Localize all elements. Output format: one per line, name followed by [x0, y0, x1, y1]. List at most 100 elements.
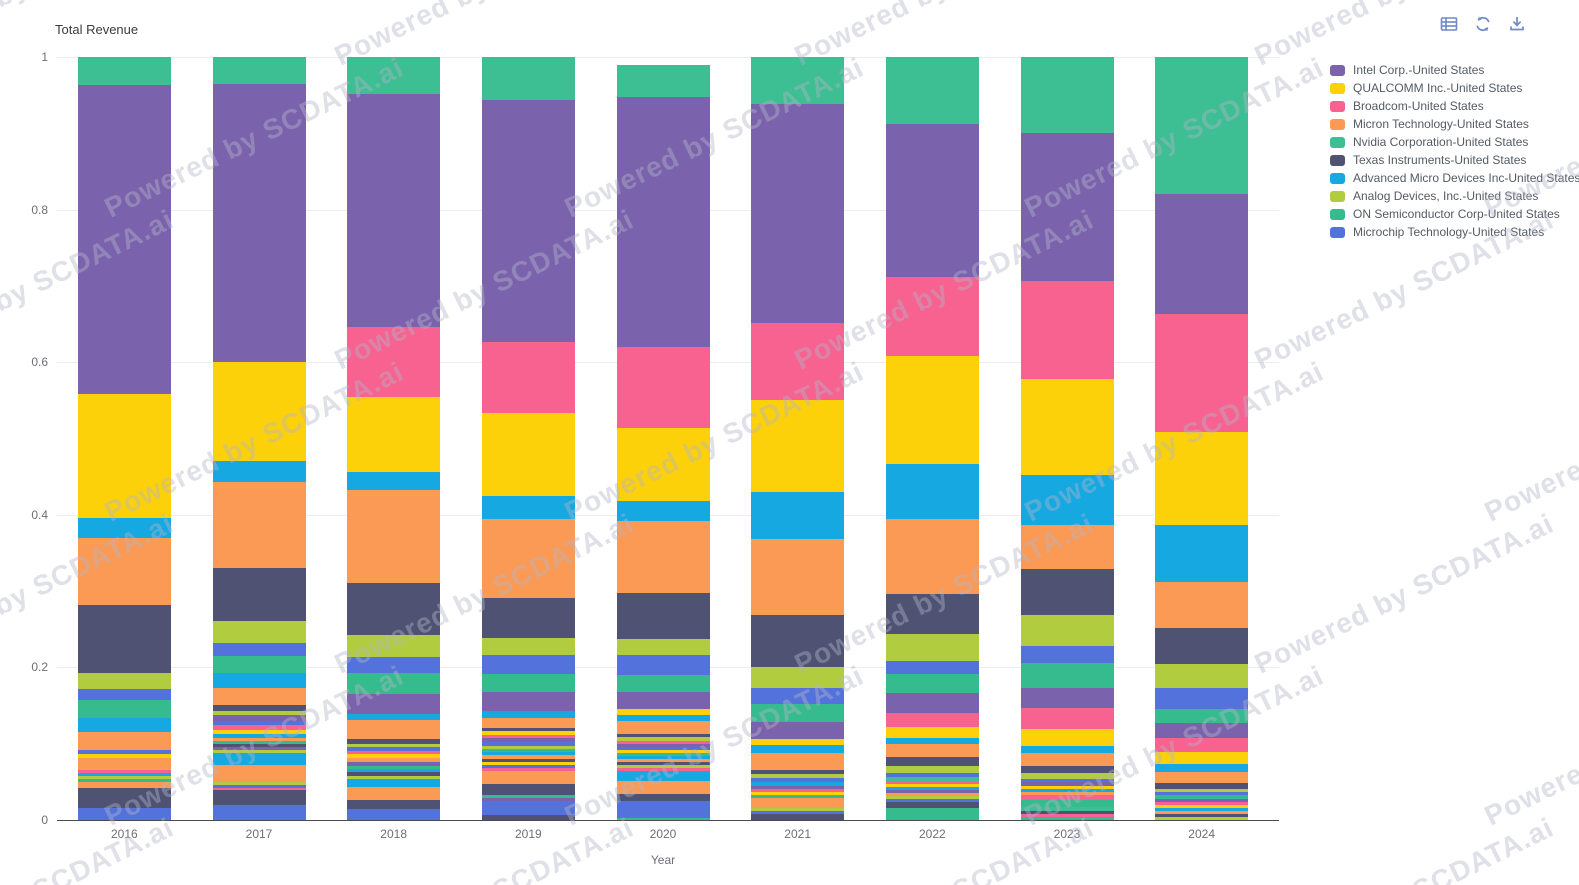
bar-segment[interactable]	[481, 798, 575, 802]
bar-segment[interactable]	[1020, 708, 1114, 730]
bar-segment[interactable]	[885, 743, 979, 758]
legend-item[interactable]: Analog Devices, Inc.-United States	[1330, 187, 1579, 205]
bar-segment[interactable]	[481, 745, 575, 749]
bar-segment[interactable]	[347, 327, 441, 397]
bar-segment[interactable]	[212, 642, 306, 656]
bar-segment[interactable]	[1155, 723, 1249, 738]
bar-segment[interactable]	[347, 769, 441, 773]
bar-segment[interactable]	[1155, 752, 1249, 765]
bar-segment[interactable]	[616, 97, 710, 347]
bar-segment[interactable]	[1155, 807, 1249, 811]
bar-segment[interactable]	[481, 342, 575, 414]
bar-segment[interactable]	[1020, 281, 1114, 379]
bar-segment[interactable]	[1020, 810, 1114, 814]
bar-segment[interactable]	[347, 809, 441, 820]
bar-segment[interactable]	[212, 725, 306, 730]
bar-segment[interactable]	[481, 815, 575, 820]
bar-segment[interactable]	[347, 93, 441, 328]
bar-segment[interactable]	[1020, 782, 1114, 787]
bar-segment[interactable]	[481, 764, 575, 768]
bar-segment[interactable]	[885, 808, 979, 820]
bar-segment[interactable]	[616, 758, 710, 762]
bar-segment[interactable]	[347, 778, 441, 787]
bar-segment[interactable]	[616, 691, 710, 710]
bar-segment[interactable]	[1155, 771, 1249, 783]
bar-segment[interactable]	[77, 394, 171, 518]
bar-segment[interactable]	[616, 743, 710, 747]
bar-segment[interactable]	[751, 491, 845, 540]
bar-segment[interactable]	[77, 688, 171, 701]
bar-segment[interactable]	[347, 751, 441, 755]
bar-segment[interactable]	[347, 758, 441, 762]
bar-segment[interactable]	[347, 775, 441, 779]
bar-segment[interactable]	[77, 717, 171, 733]
bar-segment[interactable]	[481, 754, 575, 759]
legend-item[interactable]: Texas Instruments-United States	[1330, 151, 1579, 169]
bar-segment[interactable]	[751, 807, 845, 811]
bar-segment[interactable]	[212, 481, 306, 569]
bar-segment[interactable]	[751, 798, 845, 808]
bar-segment[interactable]	[212, 752, 306, 765]
bar-segment[interactable]	[751, 792, 845, 796]
legend-item[interactable]: QUALCOMM Inc.-United States	[1330, 79, 1579, 97]
bar-segment[interactable]	[885, 780, 979, 784]
bar-segment[interactable]	[347, 754, 441, 759]
bar-segment[interactable]	[212, 746, 306, 750]
bar-segment[interactable]	[481, 495, 575, 519]
download-icon[interactable]	[1507, 14, 1527, 34]
bar-segment[interactable]	[616, 737, 710, 741]
bar-segment[interactable]	[481, 794, 575, 799]
bar-segment[interactable]	[481, 413, 575, 496]
bar-segment[interactable]	[212, 710, 306, 715]
bar-segment[interactable]	[481, 674, 575, 692]
data-view-table-icon[interactable]	[1439, 14, 1459, 34]
bar-segment[interactable]	[481, 731, 575, 736]
bar-segment[interactable]	[212, 737, 306, 741]
bar-segment[interactable]	[1155, 737, 1249, 753]
bar-segment[interactable]	[751, 721, 845, 740]
bar-segment[interactable]	[1020, 687, 1114, 709]
bar-segment[interactable]	[1020, 614, 1114, 646]
bar-segment[interactable]	[616, 793, 710, 801]
bar-segment[interactable]	[77, 700, 171, 718]
bar-segment[interactable]	[481, 691, 575, 711]
bar-segment[interactable]	[212, 734, 306, 738]
bar-segment[interactable]	[77, 754, 171, 759]
bar-segment[interactable]	[481, 751, 575, 755]
bar-segment[interactable]	[212, 704, 306, 711]
bar-segment[interactable]	[347, 739, 441, 744]
bar-segment[interactable]	[885, 594, 979, 634]
bar-segment[interactable]	[616, 761, 710, 765]
bar-segment[interactable]	[77, 787, 171, 808]
bar-segment[interactable]	[885, 276, 979, 357]
bar-segment[interactable]	[751, 323, 845, 400]
bar-segment[interactable]	[212, 568, 306, 621]
bar-segment[interactable]	[616, 639, 710, 656]
bar-segment[interactable]	[616, 721, 710, 735]
bar-segment[interactable]	[616, 740, 710, 744]
bar-segment[interactable]	[77, 672, 171, 689]
bar-segment[interactable]	[212, 729, 306, 735]
bar-segment[interactable]	[212, 787, 306, 791]
bar-segment[interactable]	[616, 655, 710, 675]
bar-segment[interactable]	[212, 362, 306, 461]
bar-segment[interactable]	[77, 517, 171, 538]
bar-segment[interactable]	[481, 748, 575, 752]
bar-segment[interactable]	[347, 396, 441, 473]
bar-segment[interactable]	[1020, 789, 1114, 793]
bar-segment[interactable]	[212, 655, 306, 674]
bar-segment[interactable]	[885, 757, 979, 767]
bar-segment[interactable]	[77, 772, 171, 776]
bar-segment[interactable]	[751, 752, 845, 770]
bar-segment[interactable]	[885, 737, 979, 744]
bar-segment[interactable]	[751, 703, 845, 722]
bar-segment[interactable]	[1020, 475, 1114, 525]
bar-segment[interactable]	[885, 713, 979, 727]
bar-segment[interactable]	[77, 807, 171, 820]
bar-segment[interactable]	[481, 710, 575, 719]
bar-segment[interactable]	[751, 777, 845, 782]
bar-segment[interactable]	[481, 735, 575, 739]
bar-segment[interactable]	[1020, 766, 1114, 774]
bar-segment[interactable]	[347, 472, 441, 490]
bar-segment[interactable]	[885, 802, 979, 809]
